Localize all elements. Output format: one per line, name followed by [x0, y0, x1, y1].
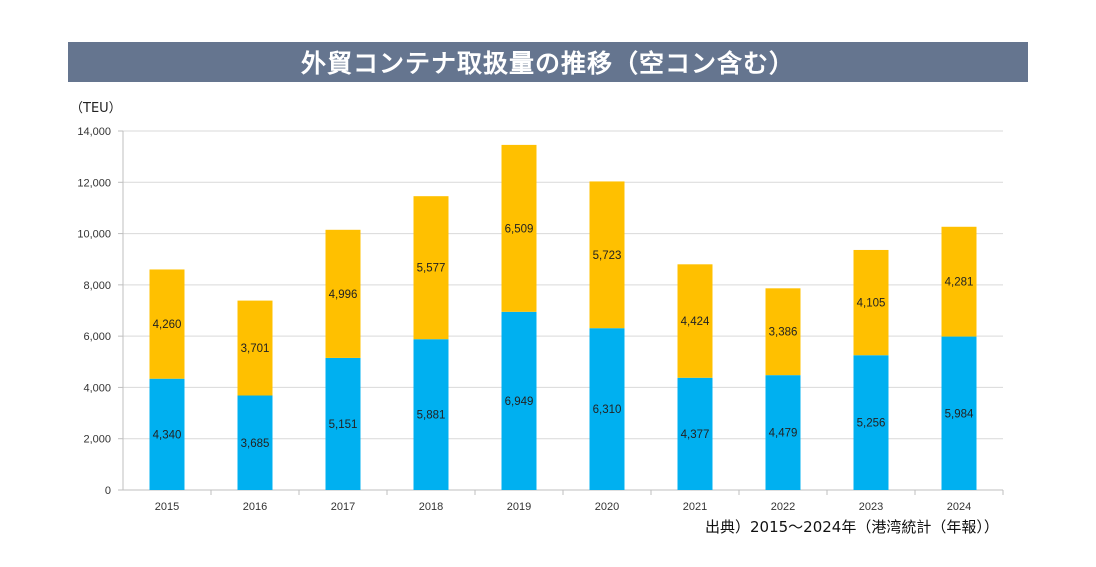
bar-segment-upper [853, 249, 889, 356]
data-label: 5,151 [329, 419, 358, 431]
data-label: 4,281 [945, 277, 974, 289]
bar-segment-upper [501, 144, 537, 312]
data-label: 4,377 [681, 429, 710, 441]
y-tick-label: 14,000 [77, 126, 111, 138]
data-label: 3,386 [769, 327, 798, 339]
x-tick-label: 2022 [771, 501, 795, 513]
data-label: 6,310 [593, 404, 622, 416]
data-label: 5,881 [417, 410, 446, 422]
data-label: 6,949 [505, 396, 534, 408]
data-label: 3,701 [241, 343, 270, 355]
bar-segment-upper [325, 229, 361, 358]
bar-segment-upper [149, 269, 185, 379]
data-label: 4,479 [769, 428, 798, 440]
bar-segment-lower [413, 339, 449, 490]
x-tick-label: 2020 [595, 501, 619, 513]
x-tick-label: 2015 [155, 501, 179, 513]
bar-segment-lower [853, 355, 889, 490]
bar-segment-upper [237, 300, 273, 396]
data-label: 3,685 [241, 438, 270, 450]
bar-segment-lower [237, 395, 273, 490]
chart-title-bar: 外貿コンテナ取扱量の推移（空コン含む） [68, 42, 1028, 82]
y-tick-label: 0 [105, 485, 111, 497]
y-tick-label: 4,000 [83, 382, 111, 394]
data-label: 4,260 [153, 319, 182, 331]
bar-segment-lower [765, 375, 801, 490]
y-tick-label: 6,000 [83, 331, 111, 343]
x-tick-label: 2019 [507, 501, 531, 513]
data-label: 5,577 [417, 263, 446, 275]
bar-segment-lower [325, 357, 361, 490]
y-tick-label: 10,000 [77, 229, 111, 241]
bar-segment-upper [941, 226, 977, 337]
data-label: 4,105 [857, 298, 886, 310]
bar-segment-lower [589, 328, 625, 490]
x-tick-label: 2024 [947, 501, 971, 513]
x-tick-label: 2017 [331, 501, 355, 513]
y-tick-label: 12,000 [77, 177, 111, 189]
source-note: 出典）2015～2024年（港湾統計（年報）） [705, 518, 999, 536]
bar-segment-upper [413, 196, 449, 340]
data-label: 4,340 [153, 429, 182, 441]
data-label: 5,984 [945, 408, 974, 420]
data-label: 5,723 [593, 250, 622, 262]
x-tick-label: 2016 [243, 501, 267, 513]
bar-segment-upper [589, 181, 625, 329]
y-axis-unit-label: （TEU） [70, 101, 122, 116]
data-label: 6,509 [505, 223, 534, 235]
bar-segment-lower [941, 336, 977, 490]
data-label: 5,256 [857, 418, 886, 430]
y-tick-label: 8,000 [83, 280, 111, 292]
bar-segment-lower [501, 311, 537, 490]
chart-title: 外貿コンテナ取扱量の推移（空コン含む） [300, 49, 795, 78]
x-tick-label: 2021 [683, 501, 707, 513]
data-label: 4,424 [681, 316, 710, 328]
bar-segment-upper [765, 288, 801, 376]
bar-segment-lower [677, 377, 713, 490]
bar-segment-lower [149, 378, 185, 490]
data-label: 4,996 [329, 289, 358, 301]
bar-segment-upper [677, 264, 713, 378]
x-tick-label: 2023 [859, 501, 883, 513]
x-tick-label: 2018 [419, 501, 443, 513]
y-tick-label: 2,000 [83, 434, 111, 446]
